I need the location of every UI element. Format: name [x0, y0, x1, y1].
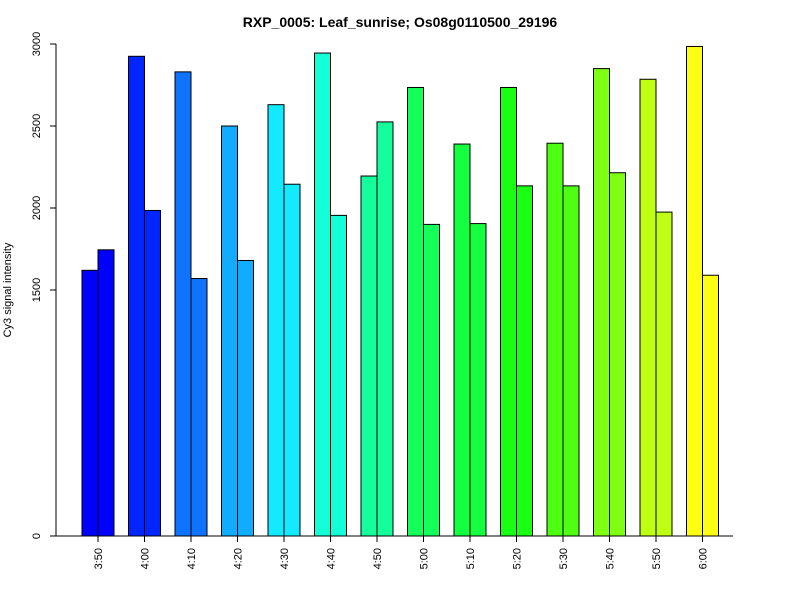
- bar: [330, 214, 347, 537]
- bar: [283, 183, 301, 537]
- bar: [81, 269, 99, 537]
- bar: [469, 223, 487, 537]
- x-tick-label: 4:00: [140, 548, 152, 569]
- x-tick-label: 4:10: [186, 548, 198, 569]
- y-axis-label: Cy3 signal intensity: [2, 242, 14, 337]
- bar: [423, 223, 440, 537]
- bar: [128, 55, 145, 537]
- bar: [267, 104, 285, 537]
- bar: [639, 78, 657, 537]
- bar: [453, 143, 471, 537]
- bar: [516, 185, 533, 537]
- bar: [376, 121, 394, 537]
- bar: [407, 86, 424, 537]
- bar: [546, 142, 564, 537]
- bar: [609, 172, 626, 537]
- bar: [500, 86, 517, 537]
- x-tick-label: 3:50: [93, 548, 105, 569]
- y-axis: 0 1500 2000 2500 3000: [31, 32, 57, 539]
- y-tick-label: 2500: [31, 114, 43, 138]
- x-tick-label: 5:30: [558, 548, 570, 569]
- x-tick-label: 6:00: [698, 548, 710, 569]
- x-axis: 3:50 4:00 4:10 4:20 4:30 4:40 4:50 5:00 5:10 5:20…: [56, 535, 733, 569]
- bar: [97, 249, 115, 537]
- x-tick-label: 5:20: [512, 548, 524, 569]
- bar: [686, 45, 703, 537]
- y-tick-label: 3000: [31, 32, 43, 56]
- bars-group: [81, 45, 719, 537]
- bar: [190, 278, 208, 537]
- chart-title: RXP_0005: Leaf_sunrise; Os08g0110500_291…: [243, 14, 558, 30]
- bar: [360, 175, 378, 537]
- x-tick-label: 5:40: [605, 548, 617, 569]
- x-tick-label: 4:50: [372, 548, 384, 569]
- x-tick-label: 4:30: [279, 548, 291, 569]
- x-tick-label: 4:20: [233, 548, 245, 569]
- x-tick-label: 5:50: [651, 548, 663, 569]
- y-tick-label: 2000: [31, 196, 43, 220]
- bar: [593, 68, 610, 537]
- bar: [314, 52, 331, 537]
- x-tick-label: 5:00: [419, 548, 431, 569]
- x-tick-label: 5:10: [465, 548, 477, 569]
- y-tick-label: 1500: [31, 278, 43, 302]
- bar: [144, 209, 161, 537]
- bar: [174, 71, 192, 537]
- bar: [655, 211, 673, 537]
- bar: [237, 259, 254, 537]
- x-tick-label: 4:40: [326, 548, 338, 569]
- bar: [562, 185, 580, 537]
- y-tick-label: 0: [31, 533, 43, 539]
- bar: [221, 125, 238, 537]
- bar: [702, 274, 719, 537]
